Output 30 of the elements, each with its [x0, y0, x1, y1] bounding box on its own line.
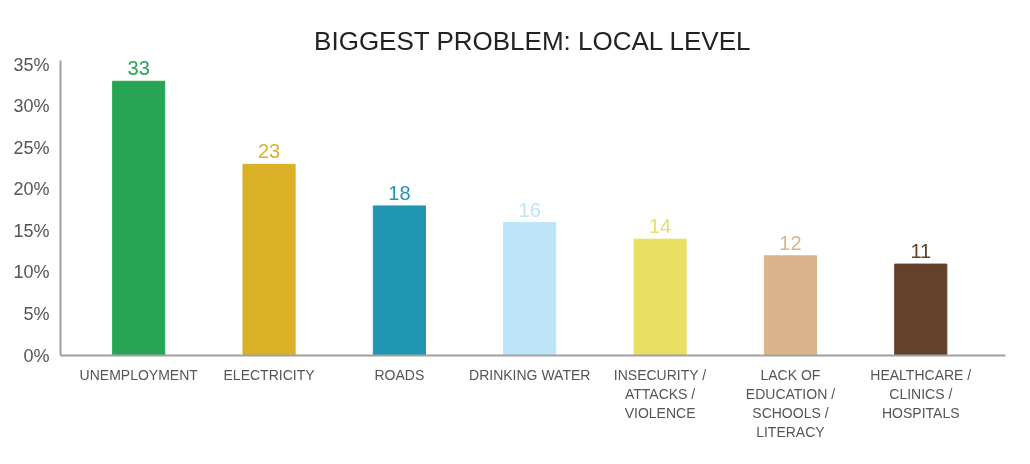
data-label: 33: [127, 57, 150, 80]
y-tick-label: 25%: [13, 137, 50, 158]
bar: [242, 163, 296, 356]
data-label: 12: [779, 231, 802, 254]
data-label: 18: [388, 181, 411, 204]
bar: [894, 263, 948, 356]
y-tick-label: 35%: [13, 54, 50, 75]
y-tick-label: 20%: [13, 179, 50, 200]
y-tick-label: 0%: [23, 345, 50, 366]
bar: [763, 255, 817, 356]
x-tick-label: ELECTRICITY: [223, 366, 316, 383]
x-tick-label: INSECURITY / ATTACKS / VIOLENCE: [613, 366, 707, 421]
bar: [503, 222, 557, 356]
x-tick-label: ROADS: [374, 366, 425, 383]
x-tick-label: DRINKING WATER: [469, 366, 591, 383]
y-tick-label: 10%: [13, 262, 50, 283]
chart-title: BIGGEST PROBLEM: LOCAL LEVEL: [314, 25, 751, 56]
y-tick-label: 30%: [13, 96, 50, 117]
data-label: 16: [518, 198, 541, 221]
y-tick-label: 5%: [23, 303, 50, 324]
y-tick-label: 15%: [13, 220, 50, 241]
bar: [112, 80, 166, 356]
x-tick-label: HEALTHCARE / CLINICS / HOSPITALS: [870, 366, 972, 421]
x-tick-label: LACK OF EDUCATION / SCHOOLS / LITERACY: [745, 366, 836, 441]
bar: [372, 205, 426, 356]
data-label: 23: [257, 140, 281, 163]
data-label: 11: [910, 240, 932, 263]
x-tick-label: UNEMPLOYMENT: [79, 366, 199, 383]
data-label: 14: [648, 215, 672, 238]
bar: [633, 238, 687, 356]
